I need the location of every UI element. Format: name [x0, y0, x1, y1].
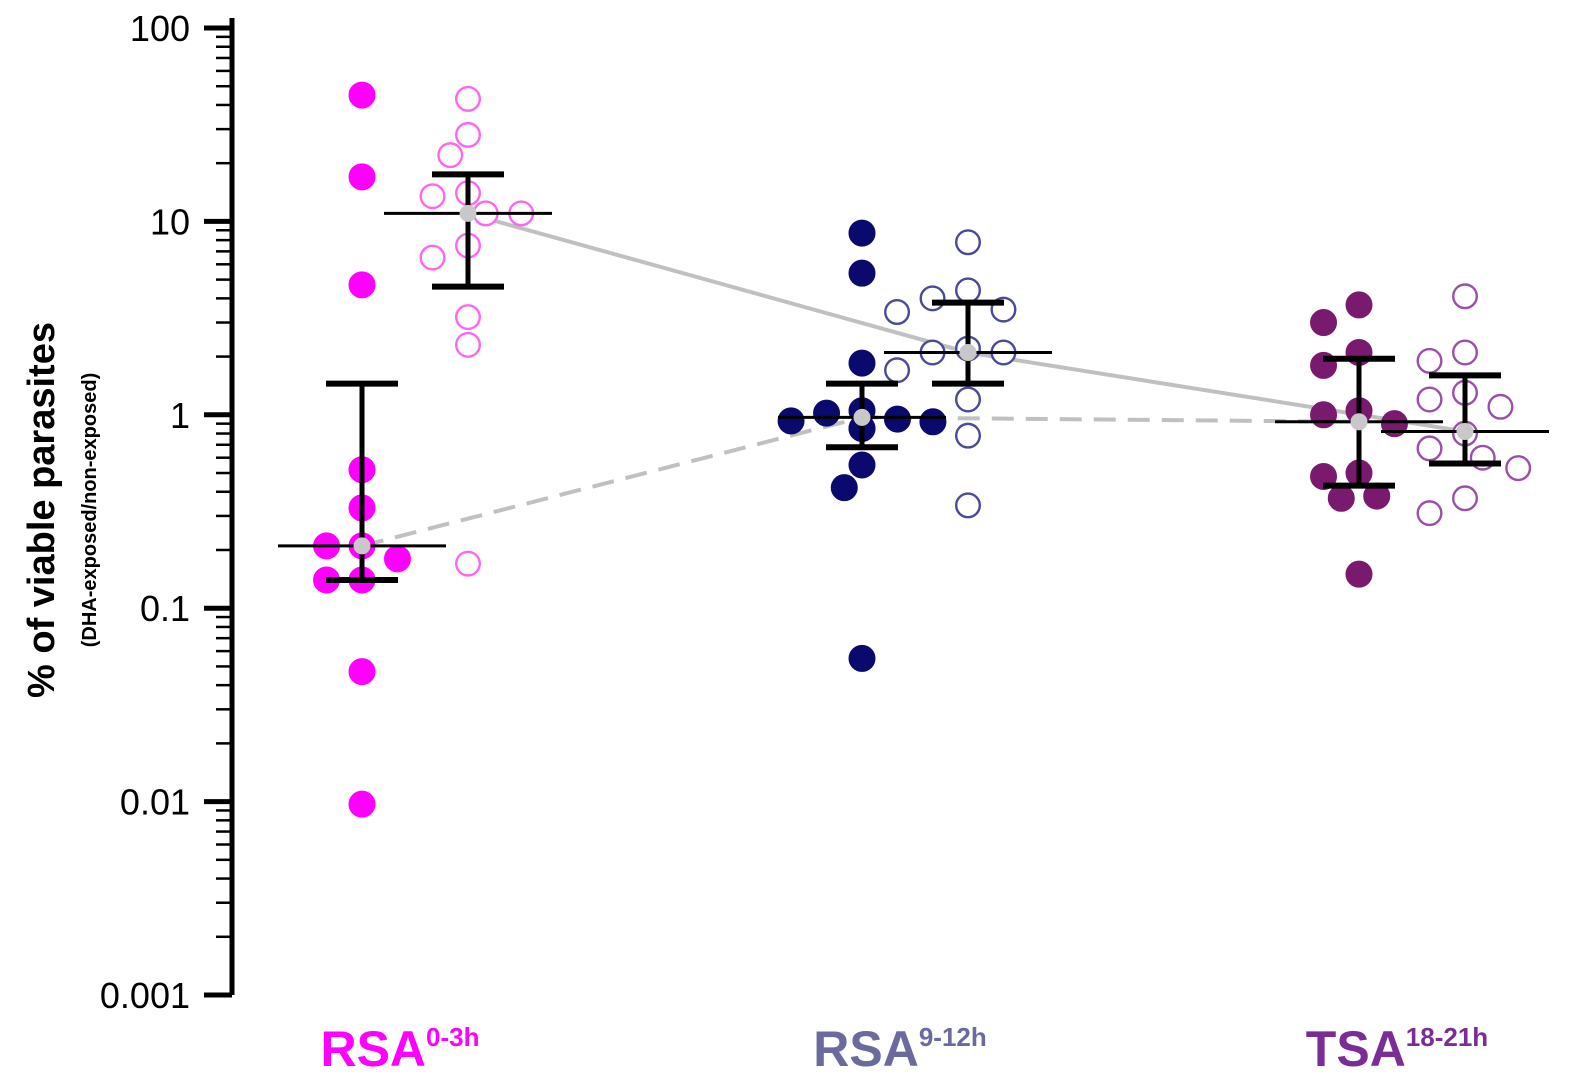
y-tick-label: 10	[150, 201, 190, 242]
data-point	[1451, 283, 1478, 310]
data-point	[455, 331, 482, 358]
category-name: TSA	[1306, 1021, 1406, 1077]
category-superscript: 0-3h	[426, 1022, 479, 1052]
y-axis-label: % of viable parasites	[21, 322, 63, 698]
data-point	[1345, 560, 1373, 588]
y-tick-label: 0.001	[100, 975, 190, 1016]
data-point	[348, 790, 376, 818]
data-point	[1327, 484, 1355, 512]
data-point	[383, 545, 411, 573]
median-dots	[353, 204, 1474, 555]
median-lines	[361, 211, 1466, 548]
data-point	[830, 474, 858, 502]
data-point	[884, 299, 911, 326]
data-point	[419, 244, 446, 271]
data-point	[848, 349, 876, 377]
category-superscript: 18-21h	[1406, 1022, 1488, 1052]
data-point	[813, 399, 841, 427]
data-point	[955, 277, 982, 304]
category-label: TSA18-21h	[1306, 1021, 1488, 1077]
median-dot	[353, 537, 371, 555]
y-tick-label: 100	[130, 8, 190, 49]
data-point	[455, 85, 482, 112]
data-point	[1416, 500, 1443, 527]
category-superscript: 9-12h	[919, 1022, 987, 1052]
median-dot	[853, 408, 871, 426]
data-point	[1505, 455, 1532, 482]
data-point	[919, 285, 946, 312]
category-label: RSA9-12h	[813, 1021, 987, 1077]
data-point	[348, 271, 376, 299]
error-bars	[278, 171, 1549, 583]
category-label: RSA0-3h	[320, 1021, 479, 1077]
median-dot	[459, 204, 477, 222]
y-axis: 100 10 1 0.1 0.01 0.001	[100, 8, 235, 1016]
data-point	[348, 81, 376, 109]
data-point	[348, 658, 376, 686]
data-point	[1451, 339, 1478, 366]
data-point	[955, 229, 982, 256]
data-point	[848, 644, 876, 672]
data-point	[1416, 435, 1443, 462]
data-point	[883, 405, 911, 433]
data-point	[848, 259, 876, 287]
data-point	[1310, 401, 1338, 429]
data-point	[1487, 393, 1514, 420]
data-point	[848, 451, 876, 479]
data-point	[1416, 386, 1443, 413]
data-point	[955, 492, 982, 519]
data-point	[437, 142, 464, 169]
data-point	[1416, 347, 1443, 374]
median-dot	[1456, 422, 1474, 440]
category-labels: RSA0-3h RSA9-12h TSA18-21h	[320, 1021, 1488, 1077]
y-tick-label: 1	[170, 395, 190, 436]
median-dot	[959, 343, 977, 361]
data-point	[955, 386, 982, 413]
data-point	[455, 121, 482, 148]
y-axis-sublabel: (DHA-exposed/non-exposed)	[79, 373, 101, 647]
data-points	[313, 81, 1532, 818]
category-name: RSA	[813, 1021, 919, 1077]
category-name: RSA	[320, 1021, 426, 1077]
data-point	[884, 357, 911, 384]
data-point	[848, 219, 876, 247]
y-tick-label: 0.01	[120, 782, 190, 823]
data-point	[777, 407, 805, 435]
data-point	[455, 304, 482, 331]
y-tick-label: 0.1	[140, 588, 190, 629]
data-point	[1345, 291, 1373, 319]
data-point	[1451, 485, 1478, 512]
data-point	[348, 163, 376, 191]
data-point	[919, 408, 947, 436]
data-point	[1310, 309, 1338, 337]
data-point	[955, 422, 982, 449]
data-point	[419, 183, 446, 210]
data-point	[455, 550, 482, 577]
median-dot	[1350, 413, 1368, 431]
